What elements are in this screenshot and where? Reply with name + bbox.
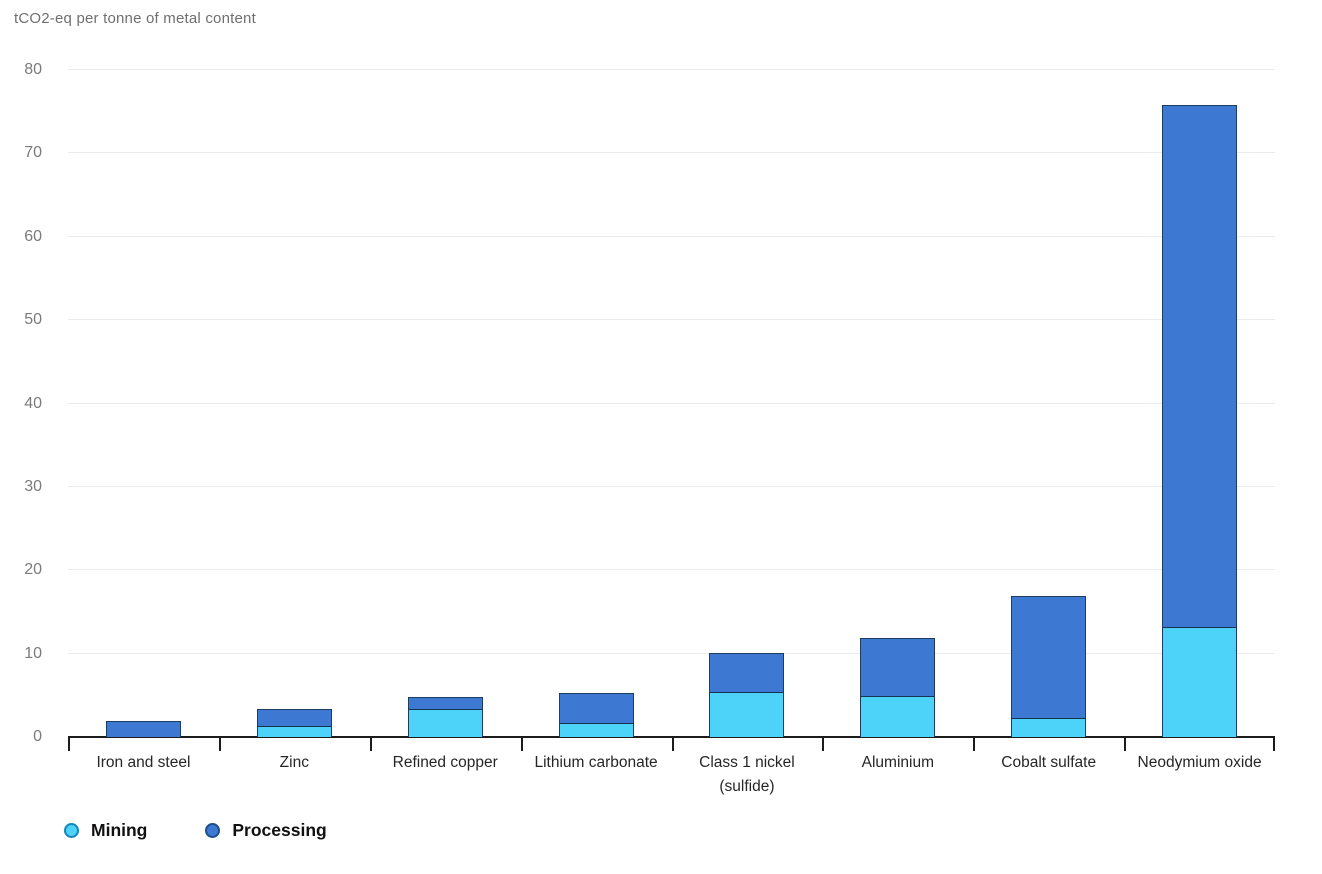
x-axis-tick [1273,738,1275,751]
bar-segment-mining [1012,718,1086,737]
y-tick-label-40: 40 [24,394,42,412]
bar-zinc [256,709,332,737]
y-tick-label-30: 30 [24,477,42,495]
bar-iron-and-steel [105,721,181,737]
bar-cobalt-sulfate [1011,595,1087,737]
gridline-50 [68,319,1275,321]
gridline-10 [68,652,1275,654]
x-axis-labels: Iron and steel Zinc Refined copper Lithium … [68,751,1275,811]
bar-segment-mining [257,727,331,737]
bar-aluminium [860,637,936,737]
gridline-30 [68,485,1275,487]
bar-segment-processing [861,638,935,697]
bar-neodymium-oxide [1162,104,1238,737]
x-category-label: Cobalt sulfate [1001,754,1097,771]
bar-segment-processing [710,653,784,693]
bar-segment-processing [1012,596,1086,719]
y-tick-label-50: 50 [24,311,42,329]
x-category-label: Zinc [279,754,309,771]
plot-area: 0 10 20 30 40 50 60 70 80 [24,61,1275,751]
y-tick-label-70: 70 [24,144,42,162]
x-axis-tick [671,738,674,751]
bar-segment-processing [257,710,331,728]
bar-refined-copper [407,696,483,737]
x-axis-tick [369,738,372,751]
y-tick-label-60: 60 [24,227,42,245]
x-category-label: Refined copper [392,754,498,771]
bar-segment-mining [1163,627,1237,737]
bar-segment-mining [710,692,784,737]
bar-segment-mining [408,710,482,737]
bar-segment-processing [559,694,633,724]
x-axis-tick [218,738,221,751]
x-category-label: Lithium carbonate [534,754,658,771]
x-category-label: Iron and steel [96,754,191,771]
x-axis-tick [520,738,523,751]
legend: Mining Processing [64,820,327,841]
x-category-label: Neodymium oxide [1137,754,1262,771]
x-axis-tick [68,738,70,751]
gridline-40 [68,402,1275,404]
legend-label: Mining [91,820,148,840]
legend-marker-processing-icon [205,823,221,838]
x-axis-tick [1124,738,1127,751]
bar-lithium-carbonate [558,693,634,737]
gridline-20 [68,569,1275,571]
x-category-label: Class 1 nickel (sulfide) [699,754,795,795]
gridline-70 [68,152,1275,154]
bar-segment-processing [106,722,180,737]
y-tick-label-80: 80 [24,61,42,78]
gridline-80 [68,69,1275,70]
legend-item-processing[interactable]: Processing [205,820,327,841]
bar-segment-mining [861,696,935,737]
y-tick-label-10: 10 [24,644,42,662]
gridline-60 [68,235,1275,237]
x-category-label: Aluminium [861,754,934,771]
bar-segment-processing [1163,105,1237,628]
bar-class-1-nickel-sulfide- [709,652,785,737]
x-axis-tick [822,738,825,751]
bar-segment-mining [559,723,633,737]
legend-label: Processing [232,820,327,840]
x-axis-tick [973,738,976,751]
legend-marker-mining-icon [64,823,79,838]
legend-item-mining[interactable]: Mining [64,820,147,841]
chart-title: tCO2-eq per tonne of metal content [14,10,256,27]
bar-segment-processing [408,697,482,711]
y-tick-label-20: 20 [24,561,42,579]
x-axis-line [68,736,1275,738]
y-tick-label-0: 0 [33,728,42,745]
